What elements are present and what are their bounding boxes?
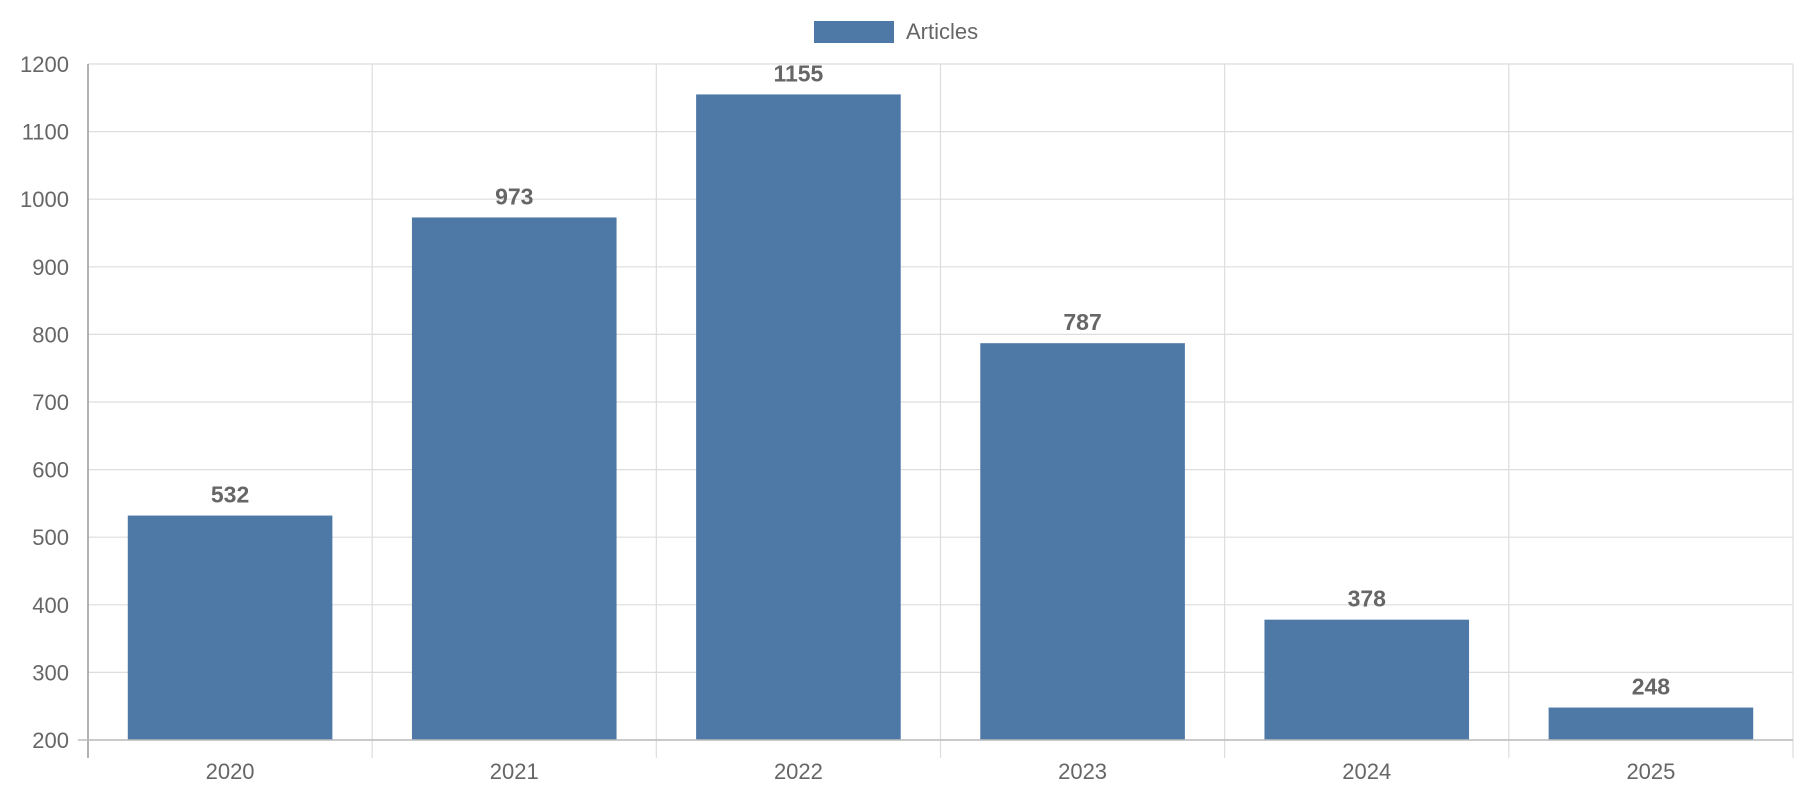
- grid-layer: [88, 63, 1794, 758]
- x-tick-label: 2021: [490, 759, 539, 784]
- bar-2024[interactable]: [1264, 619, 1470, 740]
- data-label-2023: 787: [1063, 309, 1101, 335]
- x-tick-label: 2020: [206, 759, 255, 784]
- x-tick-label: 2022: [774, 759, 823, 784]
- y-tick-label: 200: [32, 728, 69, 753]
- legend[interactable]: Articles: [814, 19, 978, 44]
- y-tick-label: 1000: [20, 187, 69, 212]
- y-tick-label: 300: [32, 660, 69, 685]
- labels-layer: 200 300 400 500 600 700 800 900 1000 1100 1200 532 2…: [20, 52, 1675, 784]
- y-tick-label: 1200: [20, 52, 69, 77]
- y-tick-label: 900: [32, 255, 69, 280]
- y-tick-label: 600: [32, 458, 69, 483]
- bar-2021[interactable]: [411, 217, 617, 740]
- bars-layer: [127, 94, 1754, 741]
- y-tick-label: 1100: [22, 120, 69, 145]
- data-label-2025: 248: [1632, 674, 1671, 700]
- bar-2023[interactable]: [980, 343, 1185, 740]
- bar-2025[interactable]: [1548, 707, 1754, 740]
- y-tick-label: 800: [32, 322, 69, 347]
- y-tick-label: 400: [32, 593, 69, 618]
- y-tick-label: 700: [32, 390, 69, 415]
- legend-swatch[interactable]: [814, 21, 894, 43]
- x-tick-label: 2024: [1342, 759, 1391, 784]
- x-tick-label: 2025: [1626, 759, 1675, 784]
- y-tick-label: 500: [32, 525, 69, 550]
- data-label-2021: 973: [495, 183, 533, 209]
- data-label-2020: 532: [211, 482, 249, 508]
- bar-2022[interactable]: [696, 94, 901, 741]
- legend-label[interactable]: Articles: [906, 19, 978, 44]
- bar-2020[interactable]: [127, 515, 333, 740]
- data-label-2024: 378: [1348, 586, 1387, 612]
- x-tick-label: 2023: [1058, 759, 1107, 784]
- data-label-2022: 1155: [773, 60, 823, 86]
- axis-layer: [78, 64, 1793, 758]
